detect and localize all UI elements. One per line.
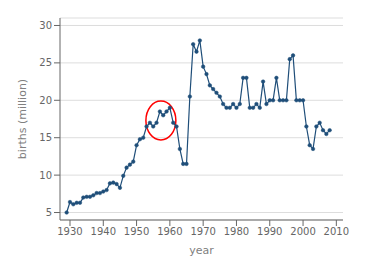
svg-text:1980: 1980 <box>224 226 249 237</box>
svg-text:10: 10 <box>39 170 52 181</box>
svg-text:20: 20 <box>39 95 52 106</box>
svg-text:30: 30 <box>39 20 52 31</box>
svg-text:5: 5 <box>46 207 52 218</box>
svg-text:1930: 1930 <box>57 226 82 237</box>
svg-text:25: 25 <box>39 57 52 68</box>
svg-text:1950: 1950 <box>124 226 149 237</box>
svg-text:year: year <box>189 244 214 257</box>
svg-text:1960: 1960 <box>157 226 182 237</box>
svg-text:births (million): births (million) <box>16 79 29 159</box>
svg-text:2010: 2010 <box>324 226 349 237</box>
svg-text:15: 15 <box>39 132 52 143</box>
svg-text:1970: 1970 <box>190 226 215 237</box>
svg-text:1990: 1990 <box>257 226 282 237</box>
svg-text:2000: 2000 <box>290 226 315 237</box>
svg-text:1940: 1940 <box>91 226 116 237</box>
